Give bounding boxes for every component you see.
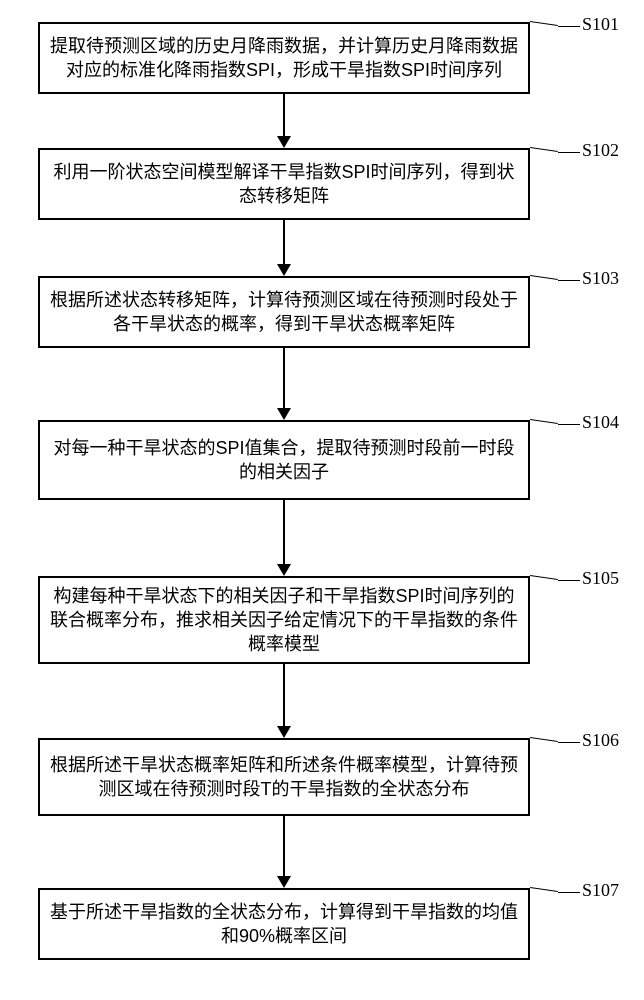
- arrow-line-s101-s102: [283, 94, 285, 136]
- leader-diag-s104: [530, 419, 558, 424]
- flow-node-s102: 利用一阶状态空间模型解译干旱指数SPI时间序列，得到状态转移矩阵: [38, 148, 530, 220]
- flow-node-s106: 根据所述干旱状态概率矩阵和所述条件概率模型，计算待预测区域在待预测时段T的干旱指…: [38, 738, 530, 816]
- step-label-s105: S105: [582, 568, 619, 589]
- leader-horiz-s107: [558, 892, 580, 893]
- leader-horiz-s103: [558, 280, 580, 281]
- step-label-s103: S103: [582, 268, 619, 289]
- step-label-s107: S107: [582, 880, 619, 901]
- leader-diag-s102: [530, 147, 558, 152]
- arrow-line-s104-s105: [283, 500, 285, 564]
- arrow-head-s104-s105: [277, 564, 291, 576]
- arrow-head-s103-s104: [277, 408, 291, 420]
- flow-node-s103: 根据所述状态转移矩阵，计算待预测区域在待预测时段处于各干旱状态的概率，得到干旱状…: [38, 276, 530, 348]
- leader-diag-s105: [530, 575, 558, 580]
- leader-diag-s106: [530, 737, 558, 742]
- step-label-s106: S106: [582, 730, 619, 751]
- leader-horiz-s104: [558, 424, 580, 425]
- flow-node-s104: 对每一种干旱状态的SPI值集合，提取待预测时段前一时段的相关因子: [38, 420, 530, 500]
- flowchart-canvas: 提取待预测区域的历史月降雨数据，并计算历史月降雨数据对应的标准化降雨指数SPI，…: [0, 0, 644, 1000]
- leader-diag-s101: [530, 21, 558, 26]
- step-label-s101: S101: [582, 14, 619, 35]
- flow-node-s105: 构建每种干旱状态下的相关因子和干旱指数SPI时间序列的联合概率分布，推求相关因子…: [38, 576, 530, 664]
- arrow-head-s105-s106: [277, 726, 291, 738]
- step-label-s104: S104: [582, 412, 619, 433]
- arrow-line-s105-s106: [283, 664, 285, 726]
- arrow-line-s103-s104: [283, 348, 285, 408]
- step-label-s102: S102: [582, 140, 619, 161]
- leader-diag-s107: [530, 887, 558, 892]
- flow-node-s101: 提取待预测区域的历史月降雨数据，并计算历史月降雨数据对应的标准化降雨指数SPI，…: [38, 22, 530, 94]
- leader-horiz-s105: [558, 580, 580, 581]
- arrow-head-s102-s103: [277, 264, 291, 276]
- arrow-head-s106-s107: [277, 876, 291, 888]
- arrow-line-s102-s103: [283, 220, 285, 264]
- leader-horiz-s106: [558, 742, 580, 743]
- arrow-line-s106-s107: [283, 816, 285, 876]
- arrow-head-s101-s102: [277, 136, 291, 148]
- flow-node-s107: 基于所述干旱指数的全状态分布，计算得到干旱指数的均值和90%概率区间: [38, 888, 530, 960]
- leader-horiz-s102: [558, 152, 580, 153]
- leader-horiz-s101: [558, 26, 580, 27]
- leader-diag-s103: [530, 275, 558, 280]
